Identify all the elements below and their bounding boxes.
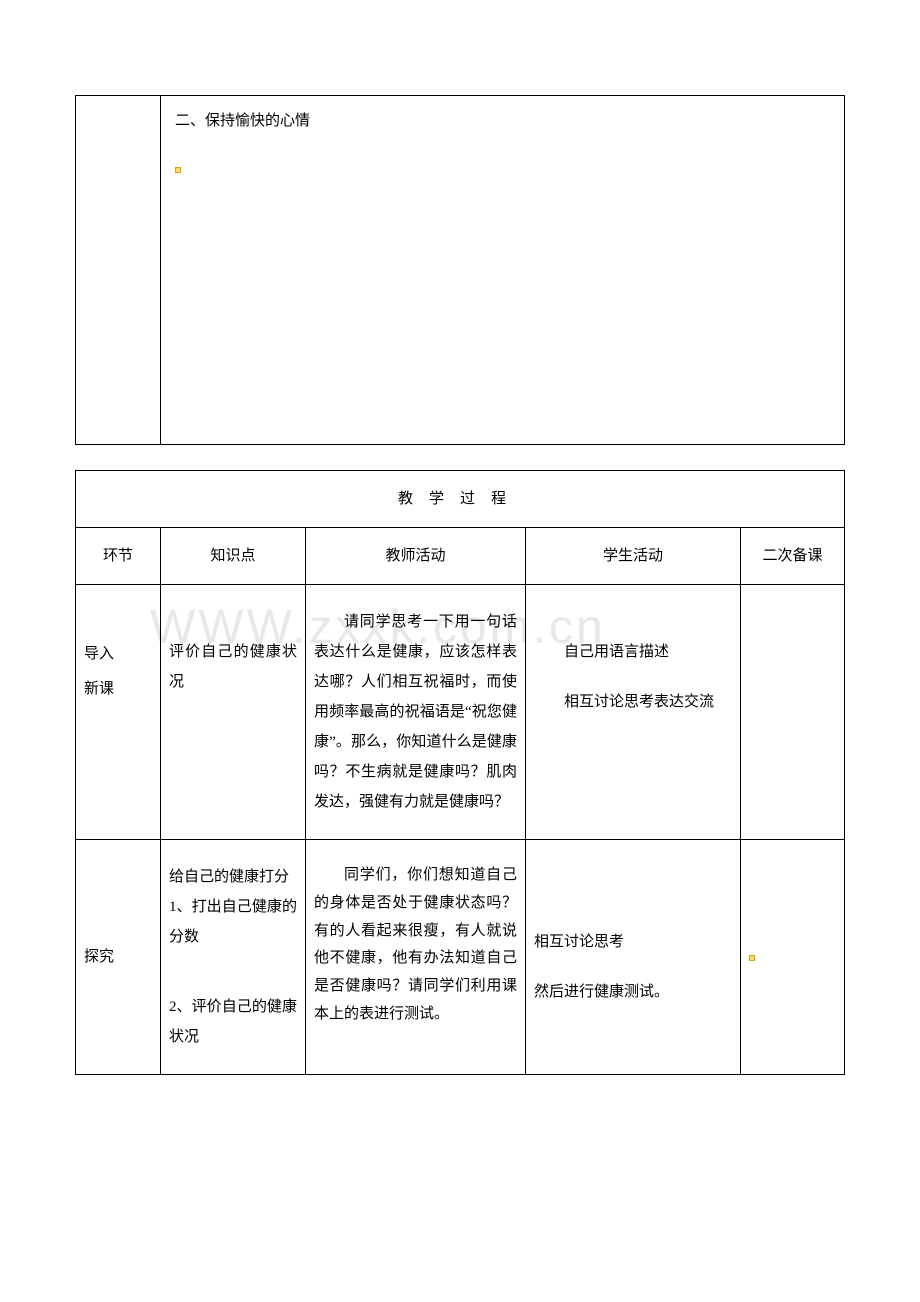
marker-icon bbox=[749, 955, 755, 961]
knowledge-text-2: 1、打出自己健康的分数 bbox=[169, 892, 297, 952]
notes-cell bbox=[741, 585, 845, 840]
teacher-cell: 同学们，你们想知道自己的身体是否处于健康状态吗？有的人看起来很瘦，有人就说他不健… bbox=[306, 840, 526, 1075]
t1-text-line: 二、保持愉快的心情 bbox=[175, 106, 836, 136]
page-content: 二、保持愉快的心情 教学过程 环节 知识点 教师活动 学生活动 二次备课 bbox=[75, 95, 845, 1075]
student-cell: 自己用语言描述 相互讨论思考表达交流 bbox=[526, 585, 741, 840]
table-row: 二、保持愉快的心情 bbox=[76, 96, 845, 445]
marker-icon bbox=[175, 167, 181, 173]
stage-cell: 导入新课 bbox=[76, 585, 161, 840]
student-text-2: 然后进行健康测试。 bbox=[534, 977, 732, 1007]
table-row: 探究 给自己的健康打分 1、打出自己健康的分数 2、评价自己的健康状况 同学们，… bbox=[76, 840, 845, 1075]
table-row: 导入新课 评价自己的健康状况 请同学思考一下用一句话表达什么是健康，应该怎样表达… bbox=[76, 585, 845, 840]
student-text-1: 相互讨论思考 bbox=[534, 927, 732, 957]
knowledge-text-3: 2、评价自己的健康状况 bbox=[169, 992, 297, 1052]
t1-left-cell bbox=[76, 96, 161, 445]
table-1: 二、保持愉快的心情 bbox=[75, 95, 845, 445]
knowledge-cell: 评价自己的健康状况 bbox=[161, 585, 306, 840]
teacher-text: 请同学思考一下用一句话表达什么是健康，应该怎样表达哪？人们相互祝福时，而使用频率… bbox=[314, 607, 517, 817]
table-title: 教学过程 bbox=[76, 471, 845, 528]
knowledge-cell: 给自己的健康打分 1、打出自己健康的分数 2、评价自己的健康状况 bbox=[161, 840, 306, 1075]
student-cell: 相互讨论思考 然后进行健康测试。 bbox=[526, 840, 741, 1075]
teacher-cell: 请同学思考一下用一句话表达什么是健康，应该怎样表达哪？人们相互祝福时，而使用频率… bbox=[306, 585, 526, 840]
stage-text: 导入新课 bbox=[84, 637, 152, 706]
t1-right-cell: 二、保持愉快的心情 bbox=[161, 96, 845, 445]
col-header-stage: 环节 bbox=[76, 528, 161, 585]
teacher-text: 同学们，你们想知道自己的身体是否处于健康状态吗？有的人看起来很瘦，有人就说他不健… bbox=[314, 862, 517, 1029]
col-header-teacher: 教师活动 bbox=[306, 528, 526, 585]
table-header-row: 环节 知识点 教师活动 学生活动 二次备课 bbox=[76, 528, 845, 585]
col-header-student: 学生活动 bbox=[526, 528, 741, 585]
table-title-row: 教学过程 bbox=[76, 471, 845, 528]
table-2: 教学过程 环节 知识点 教师活动 学生活动 二次备课 导入新课 评价自己的健康状… bbox=[75, 470, 845, 1075]
notes-cell bbox=[741, 840, 845, 1075]
col-header-notes: 二次备课 bbox=[741, 528, 845, 585]
student-text-1: 自己用语言描述 bbox=[534, 637, 732, 667]
col-header-knowledge: 知识点 bbox=[161, 528, 306, 585]
table-spacer bbox=[75, 445, 845, 470]
stage-text: 探究 bbox=[84, 942, 152, 972]
stage-cell: 探究 bbox=[76, 840, 161, 1075]
knowledge-text: 评价自己的健康状况 bbox=[169, 637, 297, 697]
knowledge-text-1: 给自己的健康打分 bbox=[169, 862, 297, 892]
student-text-2: 相互讨论思考表达交流 bbox=[534, 687, 732, 717]
